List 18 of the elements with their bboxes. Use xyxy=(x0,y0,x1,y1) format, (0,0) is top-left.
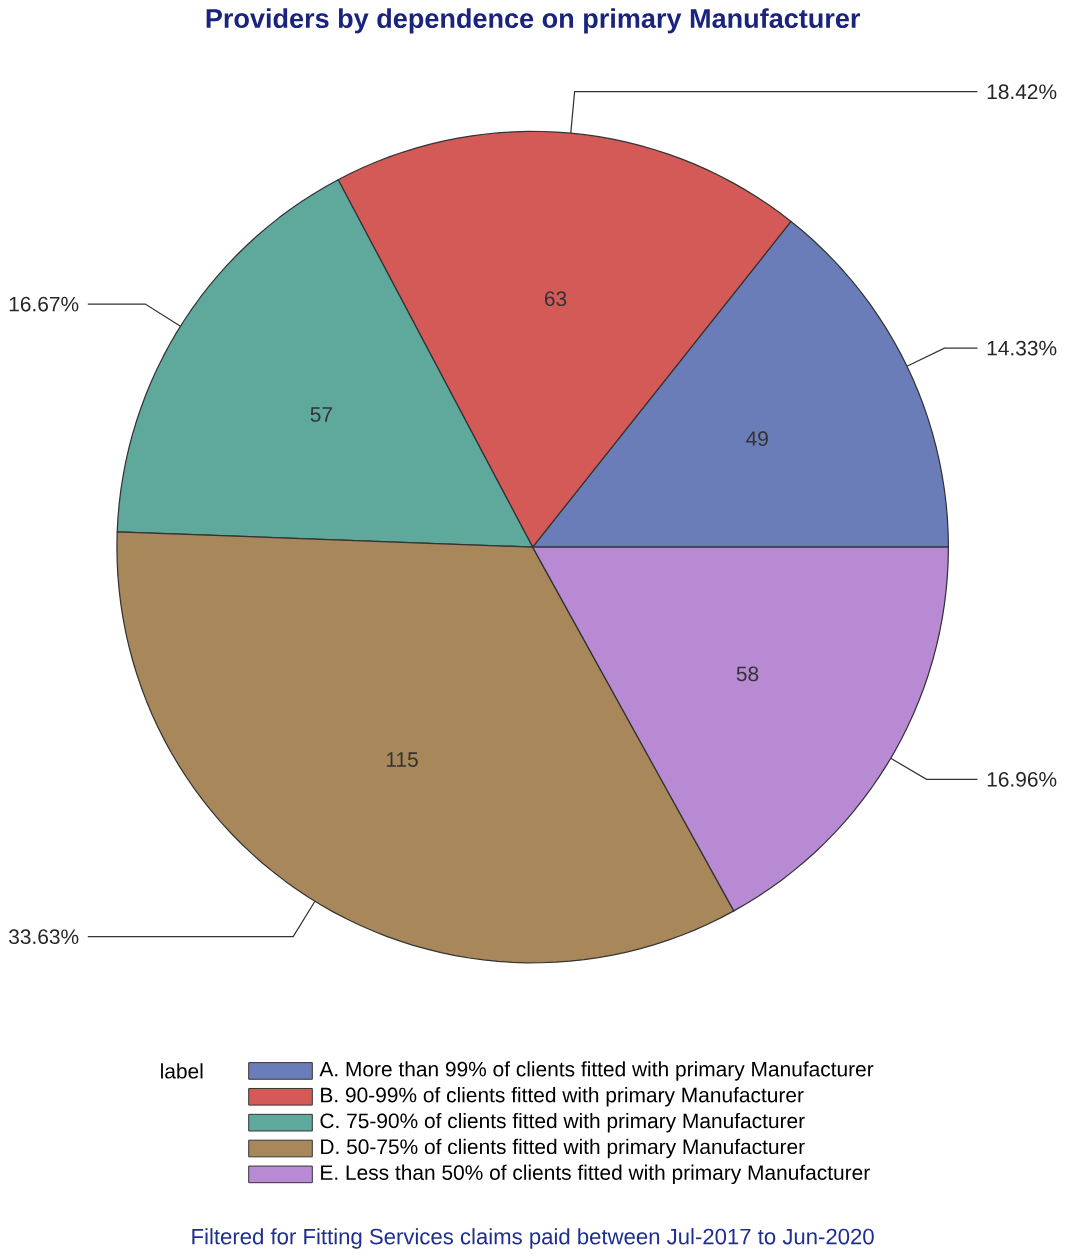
legend-title: label xyxy=(160,1063,203,1079)
text: 16.67% xyxy=(9,296,79,312)
text: 18.42% xyxy=(987,84,1057,100)
legend-label: E. Less than 50% of clients fitted with primary Manufacturer xyxy=(320,1164,870,1185)
text: Filtered for Fitting Services claims paid between Jul-2017 to Jun-2020 xyxy=(192,1228,874,1249)
data-label: 58 xyxy=(736,666,759,682)
data-label: 115 xyxy=(386,752,418,767)
text: 14.33% xyxy=(987,340,1057,356)
data-label: 57 xyxy=(310,407,332,422)
data-label: 49 xyxy=(745,431,768,446)
data-label: 63 xyxy=(544,291,567,307)
text: 16.96% xyxy=(987,772,1057,787)
legend-label: C. 75-90% of clients fitted with primary Manufacturer xyxy=(320,1112,805,1133)
legend-label: A. More than 99% of clients fitted with primary Manufacturer xyxy=(319,1061,874,1081)
legend-label: B. 90-99% of clients fitted with primary Manufacturer xyxy=(320,1087,804,1107)
text: 33.63% xyxy=(8,929,79,945)
legend-label: D. 50-75% of clients fitted with primary Manufacturer xyxy=(320,1138,805,1159)
chart-title: Providers by dependence on primary Manufacturer xyxy=(206,8,860,34)
